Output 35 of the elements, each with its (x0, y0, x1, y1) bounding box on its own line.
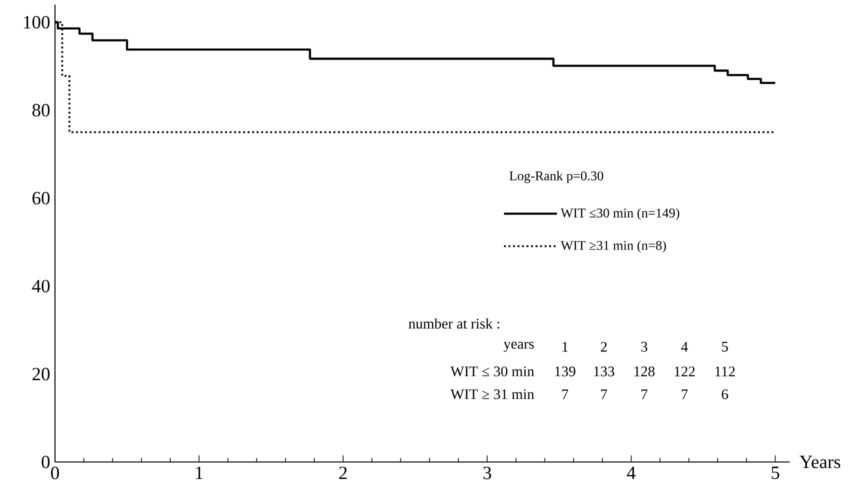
annotation: 122 (674, 366, 695, 376)
annotation: years (504, 342, 534, 352)
annotation: 128 (634, 366, 655, 376)
y-tick-label: 20 (32, 368, 50, 380)
annotation: 1 (562, 342, 568, 352)
annotation: 7 (562, 390, 568, 400)
annotation: 133 (594, 366, 614, 376)
legend-label: WIT ≤30 min (n=149) (560, 208, 680, 220)
annotation: 7 (601, 390, 608, 400)
x-tick-label: 1 (196, 466, 203, 479)
y-tick-label: 40 (32, 280, 50, 292)
x-tick-label: 3 (483, 466, 492, 480)
x-tick-label: 5 (772, 466, 780, 480)
y-tick-label: 80 (32, 104, 50, 116)
annotation: 2 (600, 342, 607, 352)
x-tick-label: 4 (626, 466, 636, 479)
annotation: WIT ≤ 30 min (450, 366, 534, 376)
y-tick-label: 60 (32, 192, 50, 204)
annotation: 3 (641, 342, 648, 352)
annotation: number at risk : (408, 318, 500, 329)
annotation: 7 (641, 390, 648, 400)
annotation: 112 (715, 366, 735, 376)
x-tick-label: 2 (339, 466, 347, 480)
annotation: 139 (555, 366, 576, 376)
annotation: 5 (722, 342, 728, 352)
annotation: 7 (682, 390, 688, 400)
annotation: WIT ≥ 31 min (450, 389, 534, 400)
y-tick-label: 0 (42, 456, 50, 468)
annotation: 4 (681, 342, 688, 352)
annotation: 6 (722, 389, 728, 400)
x-tick-label: 0 (51, 466, 59, 480)
legend-label: WIT ≥31 min (n=8) (560, 240, 666, 253)
x-axis-title: Years (800, 456, 840, 468)
annotation: Log-Rank p=0.30 (510, 170, 604, 184)
y-tick-label: 100 (24, 16, 50, 29)
